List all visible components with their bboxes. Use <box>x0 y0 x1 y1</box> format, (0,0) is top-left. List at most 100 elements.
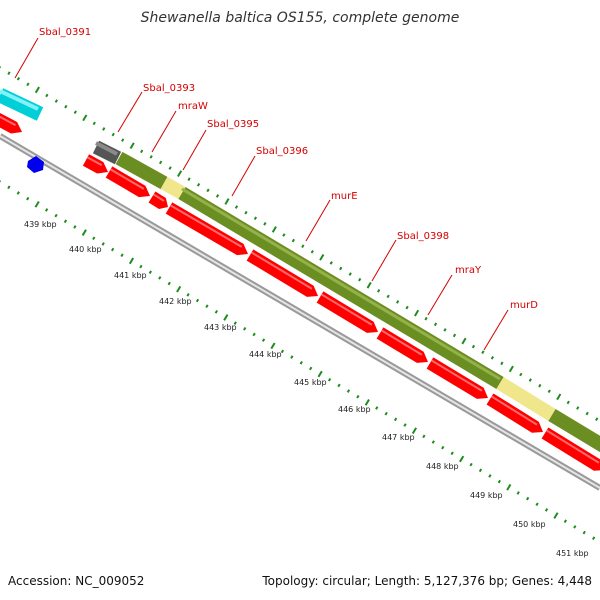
tick-mark <box>461 337 467 345</box>
tick-mark <box>459 455 465 463</box>
tick-mark <box>478 468 483 473</box>
feature-olive-bar-3[interactable] <box>548 409 600 453</box>
gene-label-sbal-0391[interactable]: Sbal_0391 <box>39 27 91 38</box>
tick-mark <box>535 502 539 507</box>
tick-mark <box>64 104 68 109</box>
tick-mark <box>497 479 501 484</box>
feature-olive-bar-2[interactable] <box>178 186 504 390</box>
kbp-label: 440 kbp <box>69 245 102 254</box>
tick-mark <box>592 536 596 541</box>
cds-arrow[interactable] <box>486 393 543 433</box>
tick-mark <box>526 496 530 501</box>
tick-mark <box>271 226 277 233</box>
kbp-label: 439 kbp <box>24 220 57 229</box>
tick-mark <box>196 182 201 187</box>
tick-mark <box>375 406 379 410</box>
feature-sbal-0391-bar[interactable] <box>0 88 44 121</box>
kbp-label: 443 kbp <box>204 323 237 332</box>
tick-mark <box>167 281 171 286</box>
tick-mark <box>54 213 58 218</box>
tick-mark <box>120 253 124 258</box>
feature-olive-bar-1[interactable] <box>115 151 168 190</box>
cds-arrow-highlight <box>251 251 313 290</box>
tick-mark <box>195 298 200 303</box>
tick-mark <box>176 285 182 293</box>
tick-mark <box>140 149 144 154</box>
tick-mark <box>556 393 562 401</box>
tick-mark <box>54 99 58 103</box>
accession-text: Accession: NC_009052 <box>8 574 144 588</box>
gene-callouts <box>14 37 509 351</box>
feature-sbal-0393-bar[interactable] <box>92 140 122 165</box>
gene-label-sbal-0395[interactable]: Sbal_0395 <box>207 119 259 130</box>
tick-mark <box>121 138 125 142</box>
tick-mark <box>215 194 220 198</box>
tick-mark <box>319 253 325 261</box>
tick-mark <box>506 483 512 491</box>
tick-mark <box>403 423 407 427</box>
tick-mark <box>34 86 40 94</box>
tick-mark <box>595 417 599 421</box>
tick-mark <box>110 247 115 252</box>
cds-arrow-highlight <box>170 204 243 248</box>
gene-label-sbal-0396[interactable]: Sbal_0396 <box>256 146 308 157</box>
gene-label-mraw[interactable]: mraW <box>178 101 208 112</box>
kbp-label: 441 kbp <box>114 271 147 280</box>
tick-mark <box>508 365 514 373</box>
tick-mark <box>149 155 153 159</box>
kbp-label: 450 kbp <box>513 520 546 529</box>
blue-marker-icon[interactable] <box>27 156 44 173</box>
gene-labels: Sbal_0391 Sbal_0393 mraW Sbal_0395 Sbal_… <box>39 27 538 311</box>
tick-mark <box>299 360 303 365</box>
tick-mark <box>244 210 248 215</box>
tick-mark <box>528 378 532 382</box>
tick-mark <box>45 93 49 98</box>
tick-mark <box>358 277 362 282</box>
tick-mark <box>263 222 267 226</box>
tick-mark <box>471 344 476 349</box>
gene-label-mray[interactable]: mraY <box>455 265 482 276</box>
cds-arrow-highlight <box>546 429 600 464</box>
tick-mark <box>424 316 428 321</box>
tick-mark <box>327 377 332 382</box>
cds-arrow[interactable] <box>0 109 22 134</box>
tick-mark <box>364 399 370 406</box>
tick-mark <box>377 289 381 293</box>
tick-mark <box>395 300 400 304</box>
tick-mark <box>291 238 295 243</box>
map-title: Shewanella baltica OS155, complete genom… <box>141 10 460 26</box>
tick-mark <box>92 236 96 241</box>
cds-arrow-highlight <box>431 359 483 392</box>
cds-arrow-highlight <box>321 293 373 326</box>
tick-mark <box>128 257 135 265</box>
cds-arrow-highlight <box>381 329 423 356</box>
tick-mark <box>563 519 568 524</box>
tick-mark <box>214 310 219 314</box>
tick-mark <box>205 304 209 308</box>
tick-mark <box>339 266 343 271</box>
tick-mark <box>16 76 21 81</box>
tick-mark <box>553 512 559 519</box>
tick-mark <box>441 445 445 450</box>
tick-mark <box>516 491 520 495</box>
cds-arrow[interactable] <box>541 427 600 471</box>
feature-mraw-bar[interactable] <box>160 176 186 200</box>
tick-mark <box>411 427 418 435</box>
tick-mark <box>346 389 351 393</box>
cds-arrow[interactable] <box>148 191 168 210</box>
gene-label-sbal-0398[interactable]: Sbal_0398 <box>397 231 449 242</box>
gene-label-sbal-0393[interactable]: Sbal_0393 <box>143 83 195 94</box>
tick-mark <box>348 272 352 276</box>
genome-backbone <box>0 133 600 491</box>
tick-mark <box>433 322 438 327</box>
tick-mark <box>7 71 11 75</box>
tick-mark <box>243 327 247 331</box>
tick-mark <box>356 394 360 399</box>
feature-murd-region-bar[interactable] <box>496 377 556 421</box>
tick-mark <box>519 372 523 377</box>
gene-label-murd[interactable]: murD <box>510 300 538 311</box>
tick-mark <box>261 338 266 342</box>
gene-label-mure[interactable]: murE <box>331 191 358 202</box>
tick-mark <box>443 328 447 332</box>
tick-mark <box>7 185 11 190</box>
